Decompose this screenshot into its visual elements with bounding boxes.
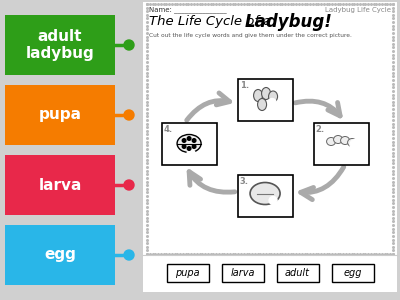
- FancyBboxPatch shape: [5, 155, 115, 215]
- Text: 2.: 2.: [316, 124, 325, 134]
- Ellipse shape: [334, 136, 342, 143]
- Ellipse shape: [258, 98, 266, 110]
- Circle shape: [124, 250, 134, 260]
- FancyBboxPatch shape: [276, 264, 318, 282]
- Circle shape: [268, 98, 276, 106]
- Text: adult
ladybug: adult ladybug: [26, 29, 94, 61]
- Text: egg: egg: [44, 248, 76, 262]
- Ellipse shape: [348, 139, 356, 146]
- FancyBboxPatch shape: [143, 2, 397, 292]
- Text: pupa: pupa: [38, 107, 82, 122]
- Circle shape: [182, 145, 186, 148]
- Circle shape: [124, 110, 134, 120]
- FancyBboxPatch shape: [5, 225, 115, 285]
- Circle shape: [192, 139, 196, 142]
- Text: 4.: 4.: [164, 124, 173, 134]
- Text: larva: larva: [38, 178, 82, 193]
- Ellipse shape: [177, 134, 201, 152]
- Circle shape: [187, 137, 191, 140]
- Text: larva: larva: [230, 268, 255, 278]
- FancyBboxPatch shape: [222, 264, 264, 282]
- Ellipse shape: [326, 137, 336, 146]
- Circle shape: [350, 140, 360, 149]
- FancyBboxPatch shape: [238, 175, 292, 217]
- Text: Name: _______________: Name: _______________: [149, 7, 227, 14]
- Circle shape: [187, 149, 195, 158]
- Circle shape: [269, 196, 277, 205]
- Circle shape: [182, 139, 186, 142]
- FancyBboxPatch shape: [166, 264, 208, 282]
- Circle shape: [187, 147, 191, 150]
- Text: 3.: 3.: [240, 176, 248, 185]
- FancyBboxPatch shape: [162, 122, 216, 164]
- Circle shape: [192, 145, 196, 148]
- Ellipse shape: [254, 89, 262, 101]
- Text: pupa: pupa: [175, 268, 200, 278]
- FancyBboxPatch shape: [5, 85, 115, 145]
- Text: Ladybug!: Ladybug!: [245, 13, 333, 31]
- Text: egg: egg: [343, 268, 362, 278]
- FancyBboxPatch shape: [238, 79, 292, 121]
- Text: Ladybug Life Cycle: Ladybug Life Cycle: [325, 7, 391, 13]
- FancyBboxPatch shape: [332, 264, 374, 282]
- Text: The Life Cycle of a: The Life Cycle of a: [149, 16, 276, 28]
- Circle shape: [124, 180, 134, 190]
- Text: adult: adult: [285, 268, 310, 278]
- Ellipse shape: [262, 88, 270, 100]
- Ellipse shape: [268, 91, 278, 102]
- Circle shape: [124, 40, 134, 50]
- FancyBboxPatch shape: [314, 122, 368, 164]
- Text: Cut out the life cycle words and give them under the correct picture.: Cut out the life cycle words and give th…: [149, 32, 352, 38]
- Ellipse shape: [340, 136, 350, 145]
- Ellipse shape: [250, 182, 280, 205]
- FancyBboxPatch shape: [5, 15, 115, 75]
- Text: 1.: 1.: [240, 80, 249, 89]
